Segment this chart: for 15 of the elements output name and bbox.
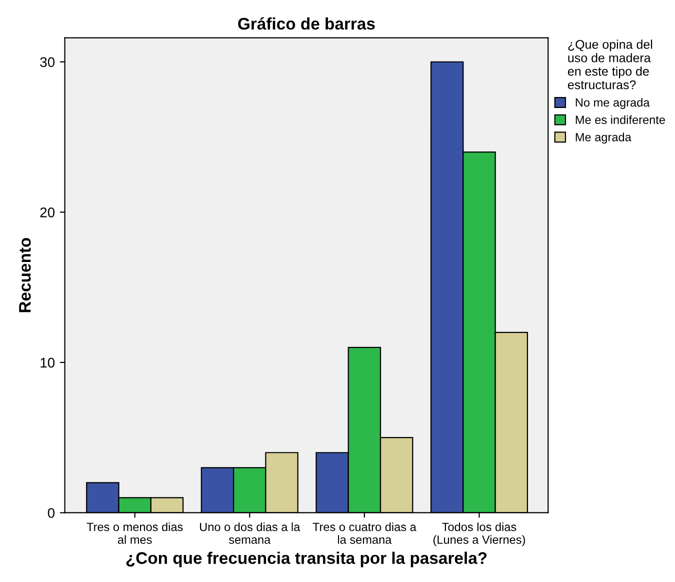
legend-label: No me agrada <box>576 98 650 110</box>
x-tick-label: Tres o menos dias al mes <box>86 522 183 544</box>
legend-label: Me agrada <box>576 132 632 144</box>
x-axis-title: ¿Con que frecuencia transita por la pasarela? <box>126 552 487 568</box>
x-tick-label: Tres o cuatro dias a la semana <box>312 522 416 544</box>
y-tick-label: 30 <box>40 57 55 68</box>
y-tick-label: 10 <box>40 358 55 368</box>
legend-label: Me es indiferente <box>576 115 665 124</box>
chart-title: Gráfico de barras <box>238 17 375 30</box>
x-tick-label: Todos los dias (Lunes a Viernes) <box>433 522 525 546</box>
legend-title: ¿Que opina del uso de madera en este tipo de estructuras? <box>568 40 652 90</box>
y-tick-label: 20 <box>40 208 55 218</box>
y-axis-title: Recuento <box>19 238 31 312</box>
y-tick-label: 0 <box>48 508 55 518</box>
x-tick-label: Uno o dos dias a la semana <box>200 522 300 544</box>
